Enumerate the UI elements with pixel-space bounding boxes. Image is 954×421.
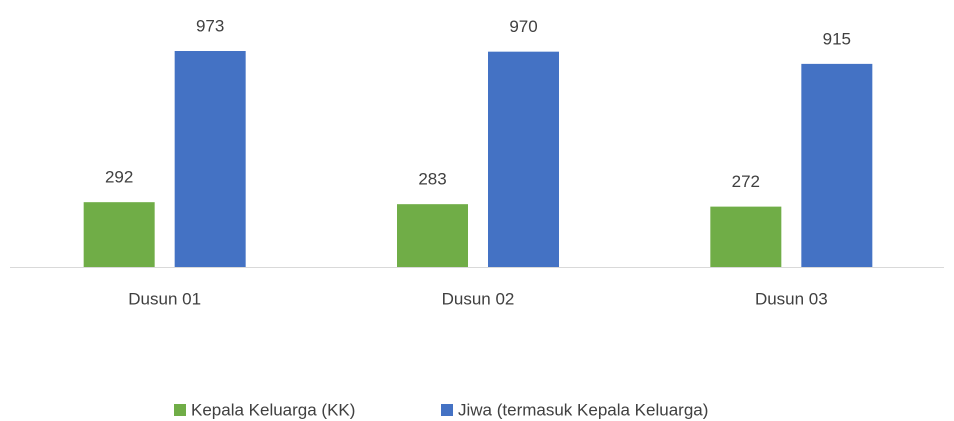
bar: [801, 63, 873, 267]
bar: [488, 51, 559, 267]
bar: [710, 206, 782, 267]
legend-swatch: [441, 404, 453, 416]
data-label: 973: [196, 16, 224, 35]
bar: [174, 51, 246, 267]
legend-label: Jiwa (termasuk Kepala Keluarga): [458, 400, 708, 419]
x-tick-label: Dusun 01: [128, 289, 201, 308]
bar: [83, 202, 155, 267]
legend-label: Kepala Keluarga (KK): [191, 400, 355, 419]
x-tick-label: Dusun 02: [442, 289, 515, 308]
data-label: 283: [418, 170, 446, 189]
bar: [397, 204, 468, 267]
data-label: 970: [509, 17, 537, 36]
x-tick-label: Dusun 03: [755, 289, 828, 308]
data-label: 915: [823, 29, 851, 48]
data-label: 272: [732, 172, 760, 191]
data-label: 292: [105, 168, 133, 187]
legend-swatch: [174, 404, 186, 416]
